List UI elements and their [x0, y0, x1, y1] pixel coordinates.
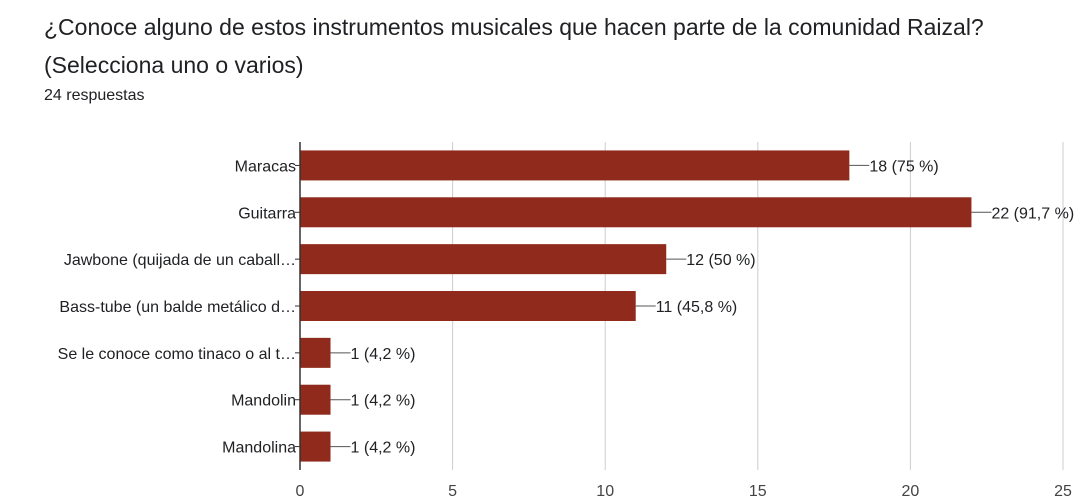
data-label: 11 (45,8 %): [656, 299, 738, 316]
bar: [300, 291, 636, 321]
bar: [300, 244, 667, 275]
x-tick-label: 10: [596, 483, 614, 500]
category-label: Jawbone (quijada de un caball…: [64, 252, 296, 269]
data-label: 1 (4,2 %): [351, 393, 416, 410]
response-count: 24 respuestas: [44, 87, 145, 104]
x-tick-label: 20: [902, 483, 920, 500]
bar: [300, 384, 331, 415]
x-tick-label: 15: [749, 483, 767, 500]
x-tick-label: 25: [1054, 483, 1072, 500]
bar: [300, 197, 972, 228]
x-tick-label: 0: [296, 483, 305, 500]
data-label: 12 (50 %): [686, 252, 755, 269]
data-label: 18 (75 %): [869, 158, 938, 175]
category-label: Se le conoce como tinaco o al t…: [58, 346, 296, 363]
bar: [300, 337, 331, 368]
bar: [300, 150, 850, 181]
data-label: 1 (4,2 %): [351, 440, 416, 457]
data-label: 1 (4,2 %): [351, 346, 416, 363]
bar: [300, 431, 331, 462]
x-tick-label: 5: [448, 483, 457, 500]
category-label: Mandolin: [231, 393, 296, 410]
category-label: Guitarra: [238, 205, 296, 222]
category-label: Bass-tube (un balde metálico d…: [59, 299, 296, 316]
category-label: Mandolina: [222, 440, 296, 457]
question-title: ¿Conoce alguno de estos instrumentos mus…: [44, 14, 984, 78]
category-label: Maracas: [235, 158, 296, 175]
data-label: 22 (91,7 %): [991, 205, 1074, 222]
